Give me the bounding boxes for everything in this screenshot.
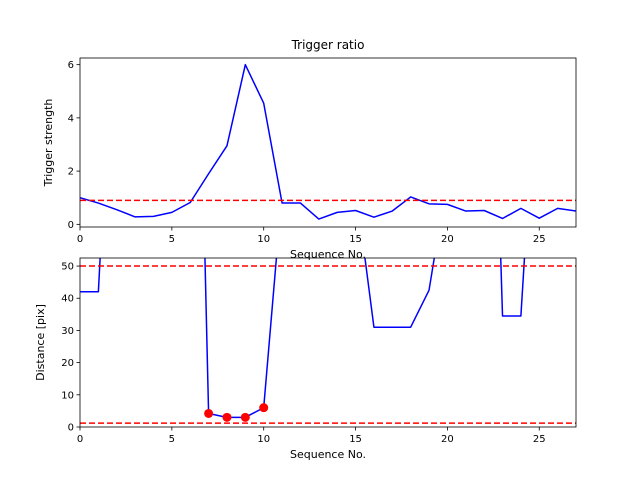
x-tick-label: 5 <box>169 234 175 245</box>
y-tick-label: 10 <box>61 390 74 401</box>
x-tick-label: 20 <box>441 434 454 445</box>
axes-frame <box>79 57 577 228</box>
y-tick-label: 30 <box>61 326 74 337</box>
y-tick-label: 2 <box>68 167 74 178</box>
y-axis-label: Trigger strength <box>42 99 55 188</box>
x-axis-label: Sequence No. <box>290 248 366 261</box>
y-tick-label: 0 <box>68 423 74 434</box>
data-point <box>222 412 232 422</box>
x-tick-label: 5 <box>169 434 175 445</box>
data-series-line <box>80 258 526 419</box>
data-point <box>259 403 269 413</box>
y-tick-label: 0 <box>68 220 74 231</box>
x-tick-label: 0 <box>77 234 83 245</box>
y-tick-label: 40 <box>61 294 74 305</box>
x-tick-label: 25 <box>533 234 546 245</box>
axes-frame <box>79 257 577 428</box>
y-tick-label: 20 <box>61 358 74 369</box>
x-tick-label: 25 <box>533 434 546 445</box>
y-tick-label: 4 <box>68 113 74 124</box>
x-tick-label: 15 <box>349 434 362 445</box>
x-axis-label: Sequence No. <box>290 448 366 461</box>
data-point <box>204 408 214 418</box>
x-tick-label: 15 <box>349 234 362 245</box>
trigger-ratio-plot: 0 5 10 15 20 25 0 2 4 6 Sequence No. Trigger streng… <box>42 38 577 261</box>
y-tick-label: 50 <box>61 262 74 273</box>
distance-plot: 0 5 10 15 20 25 0 10 20 30 40 50 Sequence No. Distanc… <box>34 257 577 461</box>
data-point <box>240 412 250 422</box>
y-axis-label: Distance [pix] <box>34 304 47 381</box>
x-tick-label: 10 <box>257 234 270 245</box>
data-series-line <box>80 63 576 220</box>
y-tick-label: 6 <box>68 60 74 71</box>
x-tick-label: 20 <box>441 234 454 245</box>
x-tick-label: 0 <box>77 434 83 445</box>
x-tick-label: 10 <box>257 434 270 445</box>
chart-title: Trigger ratio <box>291 38 365 52</box>
